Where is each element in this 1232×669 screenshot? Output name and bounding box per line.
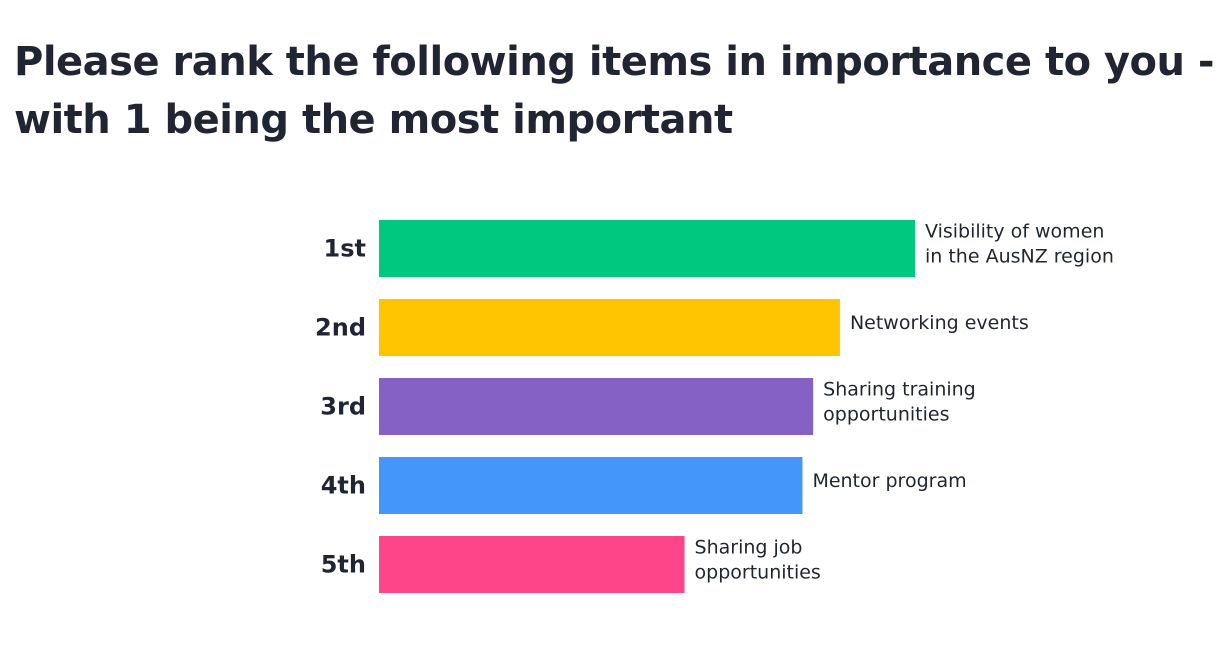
item-label: opportunities — [823, 404, 949, 426]
item-label: Sharing training — [823, 379, 976, 401]
rank-label: 4th — [321, 472, 366, 500]
item-label: Networking events — [850, 312, 1029, 334]
bar — [379, 220, 915, 277]
rank-label: 3rd — [320, 393, 366, 421]
chart-title: with 1 being the most important — [14, 97, 733, 143]
bar — [379, 457, 803, 514]
item-label: opportunities — [695, 562, 821, 584]
rank-label: 2nd — [315, 314, 366, 342]
bar — [379, 378, 814, 435]
bar — [379, 536, 685, 593]
item-label: Mentor program — [812, 470, 966, 492]
item-label: in the AusNZ region — [925, 246, 1114, 268]
chart-title: Please rank the following items in impor… — [14, 39, 1214, 85]
item-label: Sharing job — [695, 537, 803, 559]
item-label: Visibility of women — [925, 221, 1104, 243]
rank-label: 5th — [321, 551, 366, 579]
rank-label: 1st — [324, 235, 366, 263]
bar — [379, 299, 840, 356]
